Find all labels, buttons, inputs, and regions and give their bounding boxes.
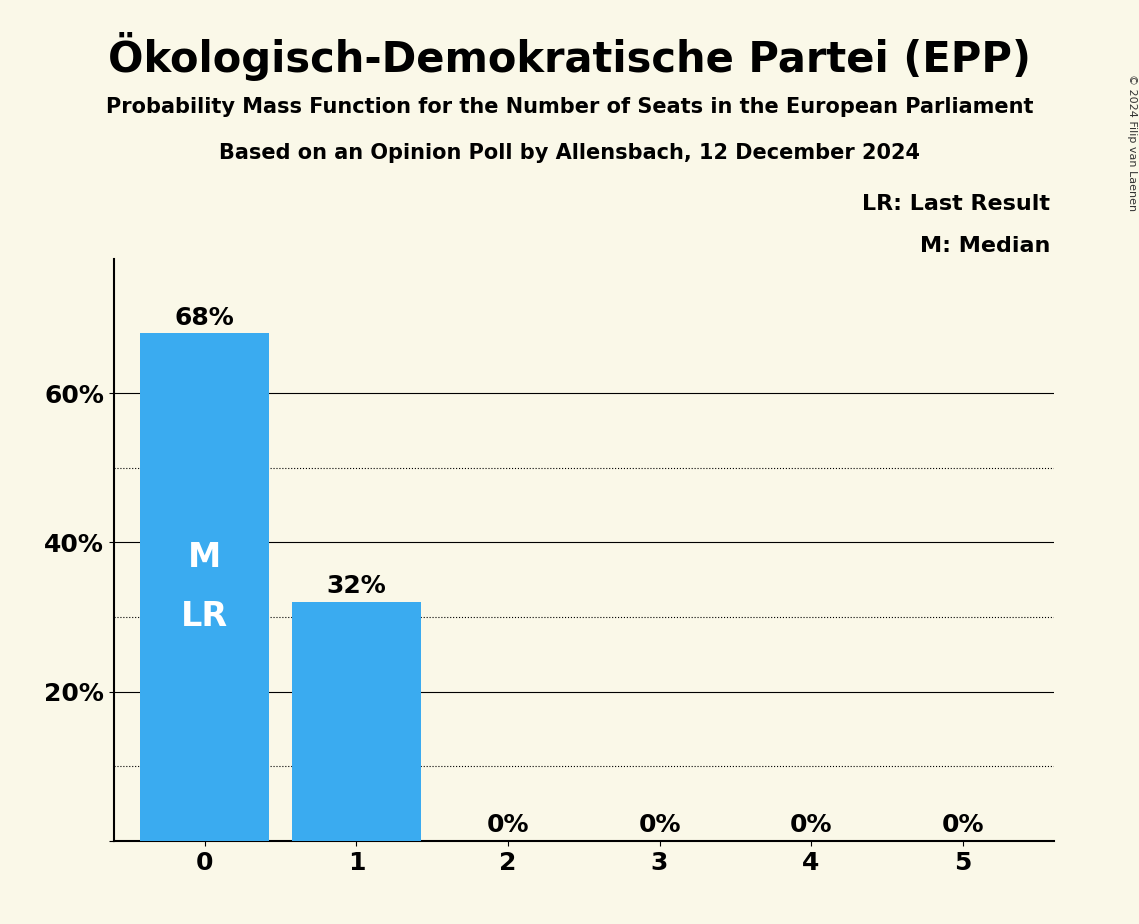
Bar [140, 334, 269, 841]
Text: LR: LR [181, 601, 229, 634]
Text: Based on an Opinion Poll by Allensbach, 12 December 2024: Based on an Opinion Poll by Allensbach, … [219, 143, 920, 164]
Text: 0%: 0% [942, 813, 984, 837]
Text: Probability Mass Function for the Number of Seats in the European Parliament: Probability Mass Function for the Number… [106, 97, 1033, 117]
Text: 0%: 0% [486, 813, 530, 837]
Text: 0%: 0% [638, 813, 681, 837]
Text: Ökologisch-Demokratische Partei (EPP): Ökologisch-Demokratische Partei (EPP) [108, 32, 1031, 81]
Text: M: M [188, 541, 221, 574]
Text: 68%: 68% [175, 306, 235, 330]
Text: M: Median: M: Median [920, 236, 1050, 256]
Text: LR: Last Result: LR: Last Result [862, 194, 1050, 214]
Text: 0%: 0% [789, 813, 833, 837]
Text: © 2024 Filip van Laenen: © 2024 Filip van Laenen [1126, 74, 1137, 211]
Text: 32%: 32% [327, 575, 386, 599]
Bar [292, 602, 420, 841]
